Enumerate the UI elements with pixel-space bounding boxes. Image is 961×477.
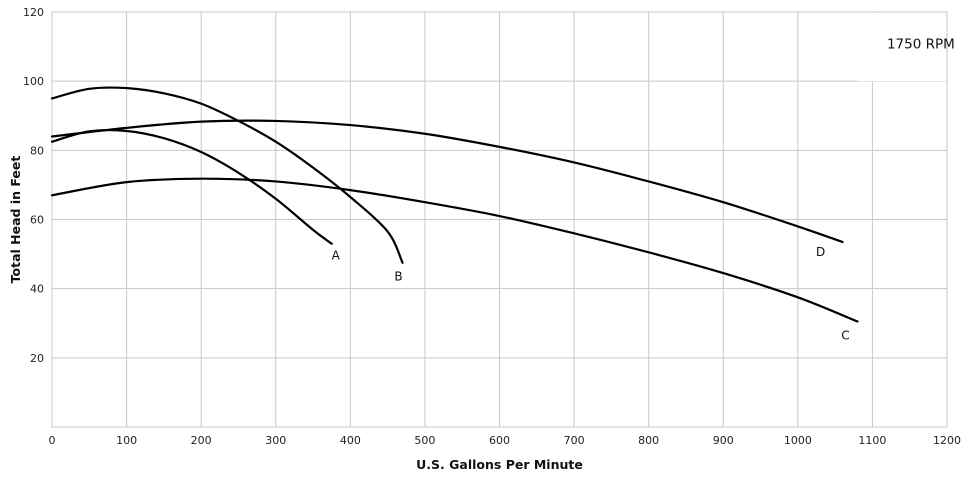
x-tick-labels: 0 100 200 300 400 500 600 700 800 900 1000 1100 1200 (49, 434, 961, 447)
grid (52, 12, 947, 427)
x-tick-label: 1200 (933, 434, 961, 447)
x-tick-label: 1000 (784, 434, 812, 447)
annotation-background (857, 13, 946, 82)
x-tick-label: 400 (340, 434, 361, 447)
x-tick-label: 100 (116, 434, 137, 447)
x-tick-label: 200 (191, 434, 212, 447)
rpm-annotation: 1750 RPM (887, 36, 955, 52)
y-tick-label: 120 (23, 6, 44, 19)
plot-frame (51, 11, 948, 428)
curve-label-c: C (841, 329, 849, 343)
y-tick-label: 40 (30, 283, 44, 296)
x-tick-label: 600 (489, 434, 510, 447)
curve-d (50, 119, 844, 244)
x-axis-title: U.S. Gallons Per Minute (416, 457, 583, 472)
y-axis-title: Total Head in Feet (8, 156, 23, 284)
y-tick-label: 100 (23, 75, 44, 88)
x-tick-label: 1100 (858, 434, 886, 447)
y-tick-labels: 20 40 60 80 100 120 (23, 6, 44, 365)
y-tick-label: 20 (30, 352, 44, 365)
curve-c (50, 177, 859, 323)
x-tick-label: 500 (414, 434, 435, 447)
y-tick-label: 60 (30, 214, 44, 227)
y-tick-label: 80 (30, 144, 44, 157)
x-tick-label: 0 (49, 434, 56, 447)
series-labels: A B C D (332, 245, 850, 343)
x-tick-label: 700 (564, 434, 585, 447)
curve-label-b: B (394, 270, 402, 284)
curve-label-a: A (332, 249, 341, 263)
curve-label-d: D (816, 245, 825, 259)
x-tick-label: 800 (638, 434, 659, 447)
series-curves (50, 86, 859, 323)
x-tick-label: 900 (713, 434, 734, 447)
x-tick-label: 300 (265, 434, 286, 447)
